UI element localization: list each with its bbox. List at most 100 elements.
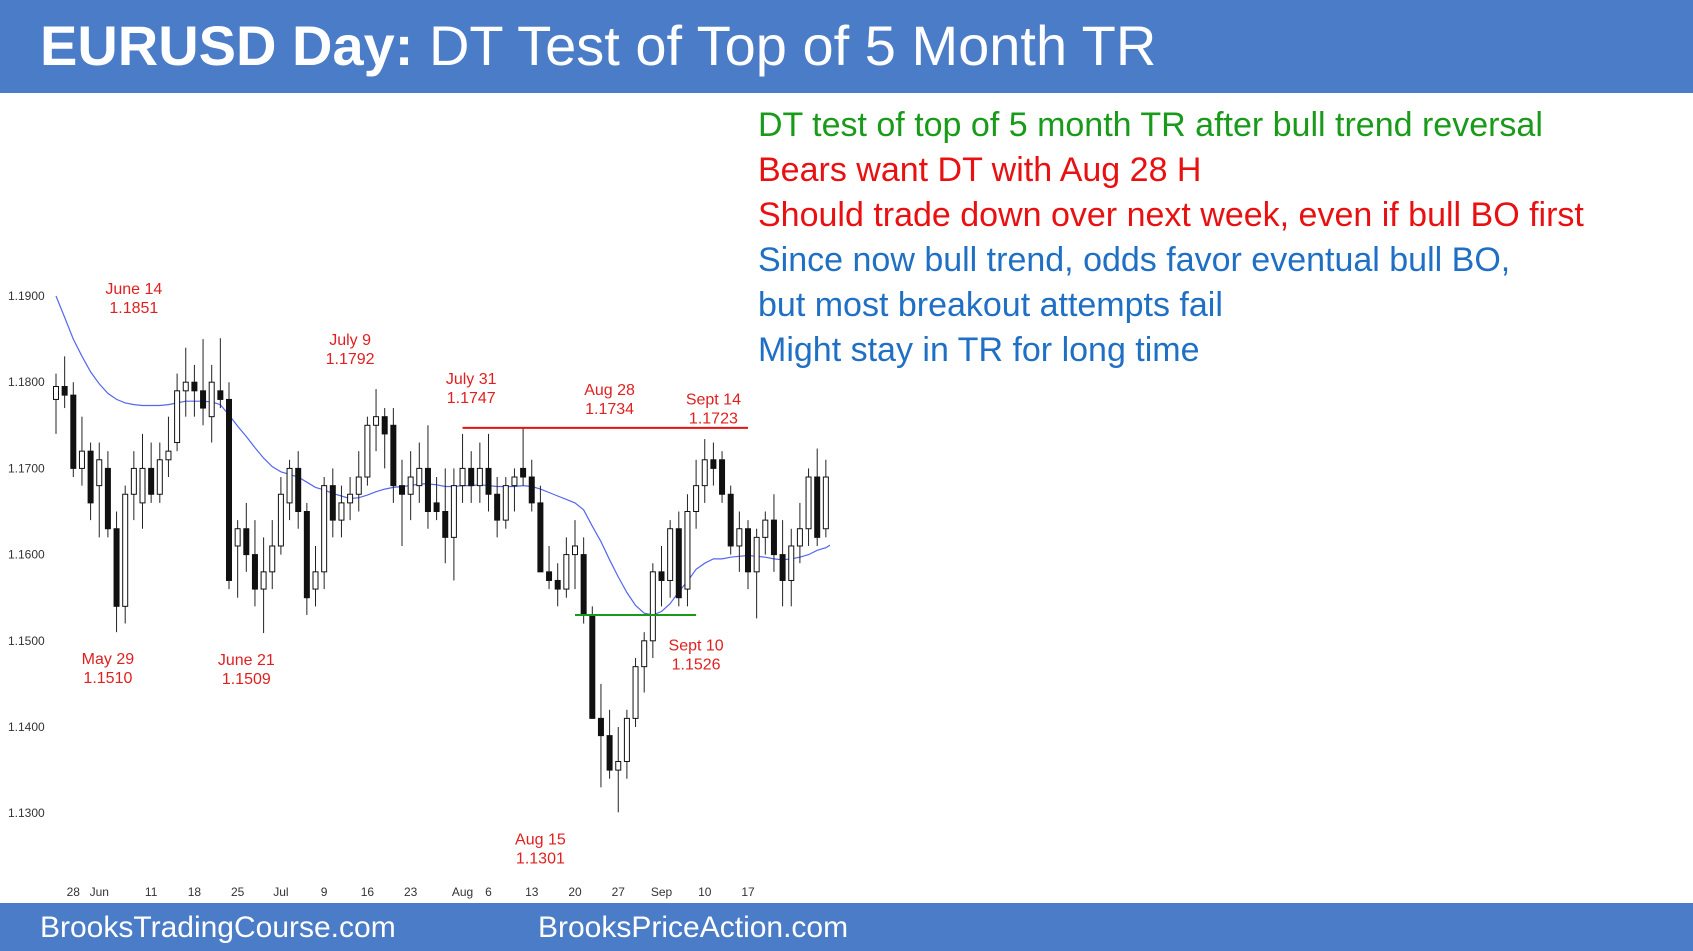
bull-candle [139,467,146,504]
bull-candle [623,717,630,762]
bull-candle [165,450,172,461]
bear-candle [113,528,120,607]
x-tick-label: 18 [188,885,202,899]
x-tick-label: 27 [612,885,626,899]
bull-candle [701,459,708,487]
price-annotation: 1.1723 [689,411,738,428]
bull-candle [615,760,622,771]
bear-candle [580,554,587,616]
bull-candle [347,493,354,504]
price-annotation: 1.1734 [585,401,634,418]
bear-candle [424,467,431,512]
x-tick-label: Jul [273,885,288,899]
price-annotation: Aug 28 [584,382,635,399]
bear-candle [468,467,475,487]
bear-candle [243,528,250,556]
bull-candle [459,467,466,487]
bear-candle [779,554,786,581]
bear-candle [303,511,310,599]
bull-candle [78,450,85,469]
bear-candle [554,579,561,590]
price-annotation: Aug 15 [515,831,566,848]
bull-candle [364,424,371,478]
bull-candle [269,545,276,573]
y-tick-label: 1.1500 [8,634,45,648]
bear-candle [200,390,207,409]
bull-candle [641,640,648,668]
note-5: but most breakout attempts fail [758,286,1223,324]
footer-left-link[interactable]: BrooksTradingCourse.com [40,911,396,944]
price-annotation: 1.1301 [516,850,565,867]
x-tick-label: 20 [568,885,582,899]
bear-candle [87,450,94,504]
y-tick-label: 1.1300 [8,806,45,820]
bear-candle [520,467,527,478]
bear-candle [546,571,553,581]
bull-candle [563,554,570,590]
x-tick-label: 17 [741,885,755,899]
bear-candle [589,614,596,719]
bear-candle [381,416,388,435]
footer-right-link[interactable]: BrooksPriceAction.com [538,911,849,944]
bear-candle [295,467,302,512]
price-annotation: 1.1851 [109,300,158,317]
x-tick-label: Aug [452,885,473,899]
bull-candle [416,467,423,487]
bear-candle [727,493,734,547]
bull-candle [649,571,656,642]
price-annotation: Sept 10 [669,637,724,654]
note-2: Bears want DT with Aug 28 H [758,151,1202,189]
bear-candle [61,386,68,396]
price-annotation: 1.1510 [83,670,132,687]
bull-candle [788,545,795,581]
price-annotation: Sept 14 [686,392,741,409]
y-tick-label: 1.1700 [8,461,45,475]
bull-candle [667,528,674,581]
y-tick-label: 1.1600 [8,548,45,562]
bull-candle [174,390,181,444]
bear-candle [251,554,258,590]
x-tick-label: 25 [231,885,245,899]
bull-candle [182,381,189,392]
x-tick-label: 6 [485,885,492,899]
title-bold: EURUSD Day: [40,14,414,77]
bear-candle [433,502,440,513]
price-annotation: June 14 [105,281,162,298]
bear-candle [226,398,232,581]
bull-candle [511,476,518,487]
footer-bar [0,903,1693,951]
bull-candle [53,386,59,400]
x-tick-label: 28 [67,885,81,899]
bull-candle [684,511,691,590]
bull-candle [736,528,743,547]
bull-candle [312,571,319,590]
bull-candle [338,502,345,521]
bear-candle [606,735,613,771]
bull-candle [762,519,769,538]
bear-candle [148,467,155,495]
x-tick-label: 16 [361,885,375,899]
bear-candle [537,502,544,573]
bear-candle [399,485,405,495]
bull-candle [796,528,803,547]
bear-candle [528,476,535,504]
bull-candle [156,459,163,495]
bear-candle [390,424,397,487]
bull-candle [450,485,457,538]
page-title: EURUSD Day: DT Test of Top of 5 Month TR [40,14,1156,78]
bear-candle [719,459,726,495]
note-3: Should trade down over next week, even i… [758,196,1584,234]
bull-candle [355,476,362,495]
price-annotation: 1.1509 [222,671,271,688]
y-tick-label: 1.1400 [8,720,45,734]
title-rest: DT Test of Top of 5 Month TR [428,14,1157,77]
bear-candle [710,459,717,469]
price-annotation: July 31 [446,371,497,388]
header-bar [0,0,1693,93]
x-tick-label: Sep [651,885,673,899]
bull-candle [277,493,284,547]
bull-candle [632,666,639,719]
bear-candle [597,717,604,737]
bear-candle [442,511,449,538]
y-tick-label: 1.1900 [8,289,45,303]
